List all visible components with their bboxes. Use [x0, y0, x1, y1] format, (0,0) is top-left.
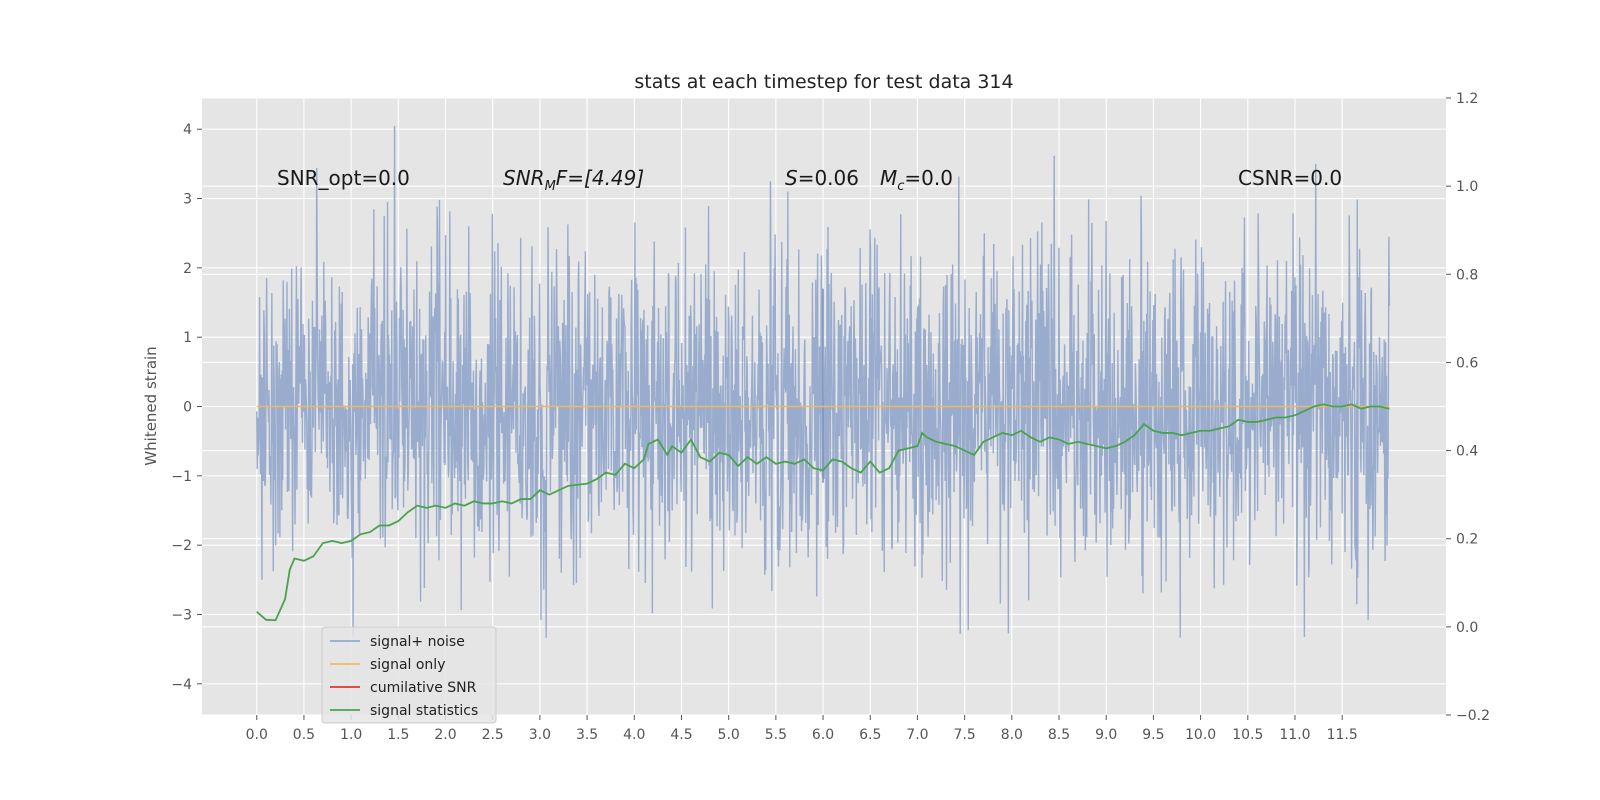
y-tick-label: 1	[183, 330, 192, 346]
annotation-snr-mf-rest: F=[4.49]	[556, 166, 644, 190]
y2-tick-label: 1.0	[1456, 179, 1478, 195]
annotation-mc-value: =0.0	[904, 166, 953, 190]
annotation-s: S=0.06	[785, 166, 859, 190]
y2-tick-label: −0.2	[1456, 708, 1490, 724]
x-tick-label: 3.5	[576, 727, 598, 743]
y-tick-label: −1	[171, 469, 192, 485]
x-tick-label: 1.5	[387, 727, 409, 743]
x-tick-label: 7.5	[954, 727, 976, 743]
series-line-3	[256, 403, 1390, 622]
x-tick-label: 3.0	[529, 727, 551, 743]
x-tick-label: 2.0	[434, 727, 456, 743]
annotation-mc-var: M	[880, 166, 897, 190]
x-tick-label: 10.0	[1185, 727, 1216, 743]
y2-tick-label: 0.2	[1456, 532, 1478, 548]
x-axis-ticks: 0.0 0.5 1.0 1.5 2.0 2.5 3.0 3.5 4.0 4.5 5.0 5.5 6.0 6…	[246, 715, 1358, 743]
signal-noise-series	[256, 125, 1391, 638]
x-tick-label: 6.0	[812, 727, 834, 743]
annotation-snr-mf-sub: M	[545, 179, 556, 194]
right-axis-ticks: 1.2 1.0 0.8 0.6 0.4 0.2 0.0 −0.2	[1446, 91, 1490, 724]
annotation-s-var: S	[785, 166, 798, 190]
legend-label: signal+ noise	[370, 634, 465, 650]
y-axis-ticks: 4 3 2 1 0 −1 −2 −3 −4	[171, 122, 202, 693]
legend-label: cumilative SNR	[370, 680, 477, 696]
y-axis-label: Whitened strain	[142, 346, 160, 465]
y-tick-label: −4	[171, 677, 192, 693]
x-tick-label: 0.5	[293, 727, 315, 743]
x-tick-label: 6.5	[859, 727, 881, 743]
legend-box	[321, 626, 497, 724]
y-tick-label: −2	[171, 538, 192, 554]
x-tick-label: 0.0	[246, 727, 268, 743]
x-tick-label: 9.5	[1142, 727, 1164, 743]
x-tick-label: 2.5	[482, 727, 504, 743]
annotation-snr-mf: SNRMF=[4.49]	[503, 166, 644, 194]
y2-tick-label: 0.0	[1456, 620, 1478, 636]
legend: signal+ noise signal only cumilative SNR si…	[321, 626, 497, 724]
y-tick-label: 4	[183, 122, 192, 138]
annotation-snr-opt: SNR_opt=0.0	[277, 166, 410, 190]
y2-tick-label: 1.2	[1456, 91, 1478, 107]
y2-tick-label: 0.4	[1456, 444, 1478, 460]
x-tick-label: 8.5	[1048, 727, 1070, 743]
legend-label: signal statistics	[370, 703, 478, 719]
x-tick-label: 8.0	[1001, 727, 1023, 743]
x-tick-label: 7.0	[906, 727, 928, 743]
x-tick-label: 4.0	[623, 727, 645, 743]
chart-title: stats at each timestep for test data 314	[634, 71, 1013, 93]
x-tick-label: 1.0	[340, 727, 362, 743]
line-series	[256, 403, 1390, 622]
x-tick-label: 5.5	[765, 727, 787, 743]
y-tick-label: 3	[183, 192, 192, 208]
x-tick-label: 5.0	[718, 727, 740, 743]
y-tick-label: 2	[183, 261, 192, 277]
y2-tick-label: 0.8	[1456, 267, 1478, 283]
legend-items: signal+ noise signal only cumilative SNR si…	[330, 634, 478, 719]
annotation-mc-sub: c	[897, 179, 904, 194]
y-tick-label: −3	[171, 607, 192, 623]
annotation-snr-mf-main: SNR	[503, 166, 545, 190]
x-tick-label: 11.5	[1327, 727, 1358, 743]
x-tick-label: 11.0	[1279, 727, 1310, 743]
y2-tick-label: 0.6	[1456, 355, 1478, 371]
annotation-mc: Mc=0.0	[880, 166, 953, 194]
x-tick-label: 10.5	[1232, 727, 1263, 743]
legend-label: signal only	[370, 657, 445, 673]
y-tick-label: 0	[183, 400, 192, 416]
annotation-csnr: CSNR=0.0	[1238, 166, 1342, 190]
annotation-s-value: =0.06	[798, 166, 859, 190]
x-tick-label: 4.5	[670, 727, 692, 743]
x-tick-label: 9.0	[1095, 727, 1117, 743]
